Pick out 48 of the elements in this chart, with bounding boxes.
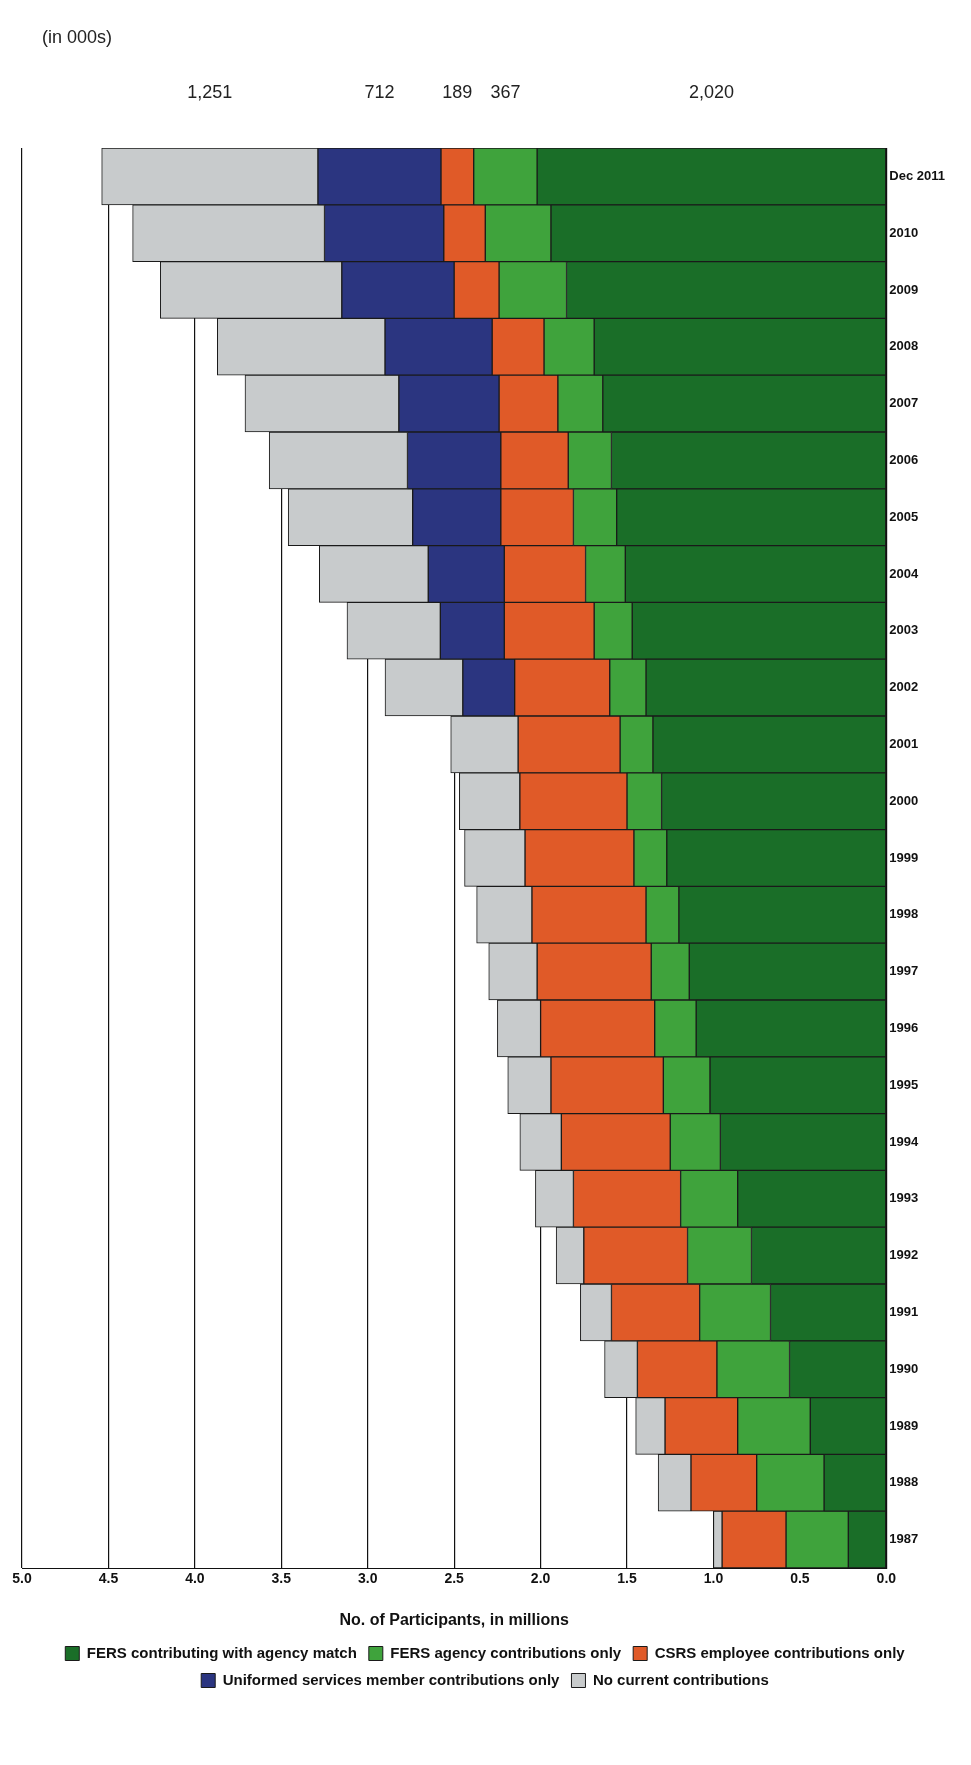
x-tick-label: 2.0 [530,1570,551,1587]
y-tick-label: 1996 [889,1019,919,1035]
y-tick-label: 2004 [889,565,920,581]
x-tick-label: 1.5 [617,1570,637,1587]
y-tick-label: 1999 [889,849,919,865]
x-tick-label: 3.0 [358,1570,378,1587]
y-tick-label: 2008 [889,338,919,354]
y-tick-label: 2005 [889,508,919,524]
text: 189 [442,81,473,102]
legend-label: FERS agency contributions only [390,1643,622,1661]
y-tick-label: 2010 [889,224,919,240]
legend-label: Uniformed services member contributions only [222,1670,561,1688]
x-tick-label: 2.5 [444,1570,465,1587]
y-tick-label: 1991 [889,1303,919,1319]
y-tick-label: Dec 2011 [889,167,946,183]
y-tick-label: 1995 [889,1076,919,1092]
text: (in 000s) [42,26,113,47]
y-tick-label: 2009 [889,281,919,297]
x-tick-label: 1.0 [703,1570,724,1587]
legend-label: FERS contributing with agency match [86,1643,357,1661]
y-tick-label: 2000 [889,792,919,808]
x-tick-label: 0.0 [876,1570,897,1587]
y-tick-label: 1987 [889,1531,919,1547]
legend-label: No current contributions [592,1670,769,1688]
y-tick-label: 2002 [889,679,919,695]
y-tick-label: 1997 [889,963,919,979]
x-tick-label: 4.0 [185,1570,205,1587]
y-tick-label: 2007 [889,395,919,411]
y-tick-label: 1992 [889,1247,919,1263]
x-tick-label: 3.5 [271,1570,292,1587]
text: 367 [490,81,521,102]
x-tick-label: 4.5 [98,1570,119,1587]
y-tick-label: 1998 [889,906,919,922]
x-tick-label: 5.0 [12,1570,32,1587]
text: 2,020 [688,81,734,102]
text: 1,251 [187,81,233,102]
x-tick-label: 0.5 [790,1570,810,1587]
y-tick-label: 1988 [889,1474,919,1490]
y-tick-label: 1994 [889,1133,920,1149]
y-tick-label: 2001 [889,735,919,751]
y-tick-label: 1993 [889,1190,919,1206]
legend-label: CSRS employee contributions only [654,1643,906,1661]
y-tick-label: 2003 [889,622,919,638]
x-axis-title: No. of Participants, in millions [339,1610,569,1628]
y-tick-label: 1989 [889,1417,919,1433]
y-tick-label: 1990 [889,1360,919,1376]
y-tick-label: 2006 [889,451,919,467]
text: 712 [364,81,395,102]
